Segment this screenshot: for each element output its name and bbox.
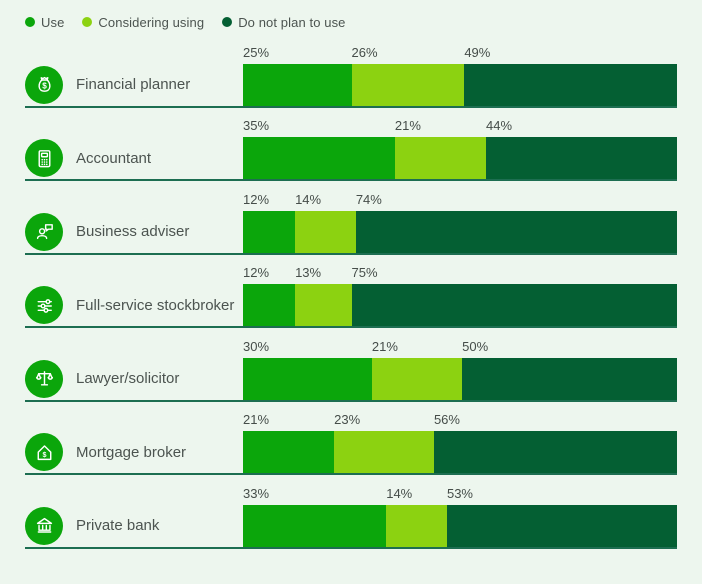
- value-labels: 21% 23% 56%: [243, 411, 677, 427]
- row-header: Full-service stockbroker: [25, 284, 243, 326]
- legend-item-do-not-plan-to-use: Do not plan to use: [222, 15, 345, 30]
- chart-row: $ Financial planner 25% 26% 49%: [25, 34, 677, 108]
- legend-label: Do not plan to use: [238, 14, 346, 30]
- bar-segment-considering-using: [334, 431, 434, 473]
- stacked-bar: [243, 357, 677, 400]
- row-header: Lawyer/solicitor: [25, 358, 243, 400]
- value-labels: 12% 14% 74%: [243, 191, 677, 207]
- bar-segment-considering-using: [386, 504, 447, 547]
- value-label: 30%: [243, 338, 270, 354]
- bar-segment-do-not-plan-to-use: [351, 284, 677, 326]
- value-label: 12%: [243, 191, 270, 207]
- category-label: Lawyer/solicitor: [76, 370, 180, 387]
- stacked-bar: [243, 210, 677, 253]
- chart-row: Private bank 33% 14% 53%: [25, 475, 677, 549]
- house-dollar-icon: $: [25, 433, 63, 471]
- value-labels: 25% 26% 49%: [243, 44, 677, 60]
- money-bag-icon: $: [25, 65, 63, 104]
- stacked-bar: [243, 137, 677, 179]
- value-labels: 33% 14% 53%: [243, 485, 677, 501]
- legend-dot-use-icon: [25, 17, 35, 27]
- stacked-bar: [243, 63, 677, 106]
- scales-of-justice-icon: [25, 359, 63, 398]
- bar-segment-considering-using: [351, 63, 465, 106]
- stacked-bar: [243, 284, 677, 326]
- bar-segment-use: [243, 284, 296, 326]
- category-label: Mortgage broker: [76, 443, 187, 461]
- bar-segment-considering-using: [371, 357, 463, 400]
- chart-row: Full-service stockbroker 12% 13% 75%: [25, 255, 677, 328]
- category-label: Financial planner: [76, 76, 191, 93]
- category-label: Business adviser: [76, 223, 190, 240]
- chart-row: Lawyer/solicitor 30% 21% 50%: [25, 328, 677, 402]
- value-label: 25%: [243, 44, 270, 60]
- bar-segment-do-not-plan-to-use: [433, 431, 677, 473]
- chart-row: Business adviser 12% 14% 74%: [25, 181, 677, 255]
- stacked-bar: [243, 504, 677, 547]
- bank-building-icon: [25, 506, 63, 545]
- bar-segment-use: [243, 504, 387, 547]
- legend: Use Considering using Do not plan to use: [25, 14, 677, 30]
- value-label: 26%: [351, 44, 378, 60]
- value-label: 56%: [433, 412, 460, 427]
- calculator-icon: [25, 139, 63, 177]
- value-label: 49%: [464, 44, 491, 60]
- legend-dot-considering-icon: [82, 17, 93, 27]
- chart-row: $ Mortgage broker 21% 23% 56%: [25, 402, 677, 475]
- bar-segment-considering-using: [295, 284, 352, 326]
- value-label: 44%: [486, 118, 513, 133]
- bar-segment-considering-using: [394, 137, 487, 179]
- value-label: 33%: [243, 485, 270, 501]
- chart-rows: $ Financial planner 25% 26% 49% Accountant…: [25, 34, 677, 549]
- bar-segment-use: [243, 63, 352, 106]
- stacked-bar: [243, 431, 677, 473]
- value-label: 35%: [243, 118, 270, 133]
- bar-segment-do-not-plan-to-use: [486, 137, 677, 179]
- value-labels: 35% 21% 44%: [243, 117, 677, 133]
- svg-text:$: $: [42, 81, 47, 90]
- bar-segment-use: [243, 210, 296, 253]
- value-label: 13%: [295, 265, 322, 280]
- legend-item-use: Use: [25, 15, 64, 30]
- row-header: $ Financial planner: [25, 64, 243, 106]
- legend-label: Use: [41, 14, 65, 30]
- row-header: Business adviser: [25, 211, 243, 253]
- value-label: 23%: [334, 412, 361, 427]
- bar-segment-do-not-plan-to-use: [446, 504, 677, 547]
- value-label: 50%: [462, 338, 489, 354]
- legend-label: Considering using: [98, 14, 205, 30]
- bar-segment-considering-using: [295, 210, 356, 253]
- row-header: Private bank: [25, 505, 243, 547]
- value-label: 21%: [394, 118, 421, 133]
- value-label: 14%: [386, 485, 413, 501]
- chart-page: Use Considering using Do not plan to use…: [25, 14, 677, 549]
- row-header: $ Mortgage broker: [25, 431, 243, 473]
- svg-text:$: $: [42, 451, 46, 459]
- bar-segment-do-not-plan-to-use: [464, 63, 677, 106]
- value-label: 21%: [243, 412, 270, 427]
- bar-segment-use: [243, 357, 372, 400]
- value-labels: 12% 13% 75%: [243, 264, 677, 280]
- bar-segment-do-not-plan-to-use: [462, 357, 677, 400]
- value-label: 75%: [351, 265, 378, 280]
- row-header: Accountant: [25, 137, 243, 179]
- chart-row: Accountant 35% 21% 44%: [25, 108, 677, 181]
- bar-segment-do-not-plan-to-use: [355, 210, 677, 253]
- value-label: 53%: [446, 485, 473, 501]
- value-labels: 30% 21% 50%: [243, 338, 677, 354]
- legend-item-considering-using: Considering using: [82, 15, 204, 30]
- value-label: 74%: [355, 191, 382, 207]
- value-label: 21%: [371, 338, 398, 354]
- bar-segment-use: [243, 431, 335, 473]
- sliders-icon: [25, 286, 63, 324]
- category-label: Accountant: [76, 149, 152, 167]
- value-label: 14%: [295, 191, 322, 207]
- person-chat-icon: [25, 212, 63, 251]
- value-label: 12%: [243, 265, 270, 280]
- legend-dot-do-not-plan-icon: [222, 17, 233, 27]
- bar-segment-use: [243, 137, 395, 179]
- category-label: Private bank: [76, 517, 160, 534]
- category-label: Full-service stockbroker: [76, 296, 235, 314]
